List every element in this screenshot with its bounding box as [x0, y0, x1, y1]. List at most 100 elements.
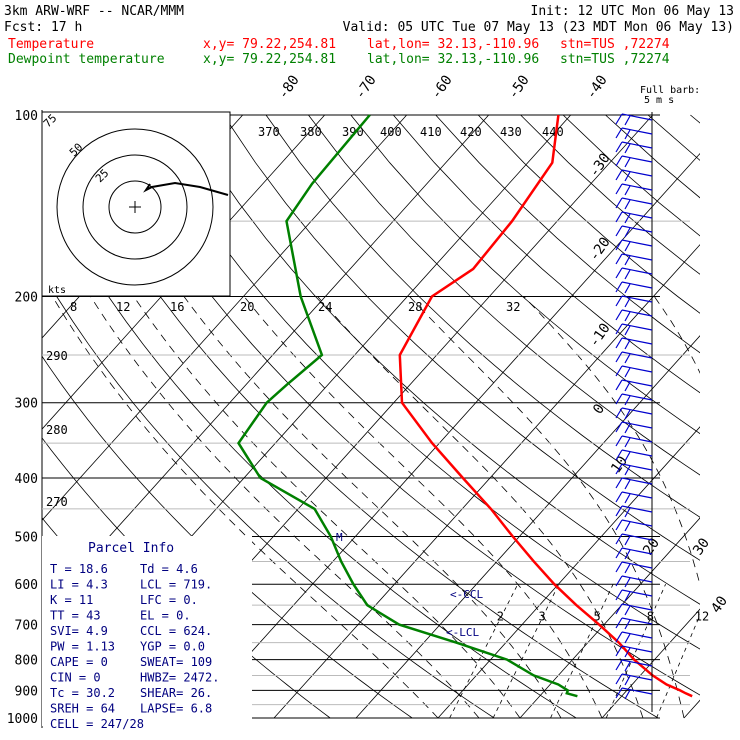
wind-barb-feather [624, 199, 631, 210]
parcel-left-value: Tc = 30.2 [50, 686, 115, 700]
wind-barb [621, 407, 653, 415]
wind-barb [621, 393, 653, 401]
pressure-label-800: 800 [15, 654, 38, 669]
parcel-right-value: Td = 4.6 [140, 562, 198, 576]
wind-barb [621, 365, 653, 373]
wind-barb [621, 547, 653, 555]
isotherm-label: -20 [586, 234, 614, 264]
wind-barb [621, 211, 653, 219]
isotherm [273, 114, 700, 719]
mixing-ratio-line [605, 584, 666, 719]
wind-barb-feather [615, 477, 623, 489]
isotherm [601, 114, 700, 719]
forecast-hour: Fcst: 17 h [4, 20, 82, 35]
pressure-label-300: 300 [15, 397, 38, 412]
theta-label-left: 290 [46, 349, 68, 363]
wind-barb [621, 659, 653, 667]
isotherm-label: -80 [275, 72, 303, 102]
wind-barb-feather [615, 393, 623, 405]
wind-barb-feather [615, 239, 623, 251]
dew-xy: x,y= 79.22,254.81 [203, 52, 336, 67]
wind-barb [621, 421, 653, 429]
wind-barb-feather [615, 211, 623, 223]
wind-barb [621, 561, 653, 569]
wind-barb [621, 533, 653, 541]
wind-barb-feather [615, 351, 623, 363]
wind-barb-feather [615, 155, 623, 167]
wind-barb-feather [624, 311, 631, 322]
wind-barb-feather [615, 141, 623, 153]
parcel-title: Parcel Info [88, 541, 174, 556]
wind-barb [621, 253, 653, 261]
speed-axis-label: 24 [318, 300, 332, 314]
moist-adiabat [243, 296, 603, 719]
mixing-ratio-label: 5 [593, 610, 600, 624]
mixing-ratio-line [550, 584, 614, 719]
wind-barb [621, 323, 653, 331]
isotherm-label: 30 [690, 535, 713, 558]
wind-barbs [615, 112, 653, 712]
wind-barb-feather [624, 409, 631, 420]
hodograph-frame [41, 111, 231, 297]
wind-barb-feather [624, 353, 631, 364]
wind-barb-feather [615, 687, 623, 699]
moist-adiabat [52, 296, 439, 719]
wind-barb [621, 505, 653, 513]
wind-barb-feather [615, 337, 623, 349]
wind-barb-feather [615, 365, 623, 377]
wind-barb-feather [615, 169, 623, 181]
speed-axis-label: 28 [408, 300, 422, 314]
wind-barb [621, 449, 653, 457]
wind-barb [621, 155, 653, 163]
wind-barb-feather [624, 451, 631, 462]
parcel-right-value: LCL = 719. [140, 578, 212, 592]
wind-barb-feather [624, 255, 631, 266]
isotherm [683, 114, 700, 719]
wind-barb [621, 463, 653, 471]
mixing-ratio-label: 12 [695, 610, 709, 624]
temp-latlon: lat,lon= 32.13,-110.96 [367, 37, 539, 52]
wind-barb-feather [615, 631, 623, 643]
hodograph-trace [143, 181, 229, 196]
wind-barb [621, 351, 653, 359]
dry-adiabat [520, 114, 700, 719]
isotherm-label: 40 [708, 593, 731, 616]
wind-barb-feather [615, 575, 623, 587]
wind-barb-feather [624, 605, 631, 616]
wind-barb-feather [624, 479, 631, 490]
wind-barb-feather [615, 561, 623, 573]
wind-barb [621, 337, 653, 345]
speed-axis-label: 16 [170, 300, 184, 314]
pressure-label-100: 100 [15, 109, 38, 124]
ccl-marker: <-CCL [450, 588, 483, 601]
wind-barb [621, 435, 653, 443]
parcel-left-value: PW = 1.13 [50, 640, 115, 654]
isotherm-label: -50 [505, 72, 533, 102]
temp-xy: x,y= 79.22,254.81 [203, 37, 336, 52]
wind-barb-feather [615, 673, 623, 685]
parcel-right-value: SWEAT= 109 [140, 655, 212, 669]
wind-barb-feather [615, 421, 623, 433]
speed-axis-label: 12 [116, 300, 130, 314]
wind-barb-feather [615, 183, 623, 195]
model-title: 3km ARW-WRF -- NCAR/MMM [4, 4, 184, 19]
wind-barb-feather [624, 143, 631, 154]
wind-barb-feather [624, 325, 631, 336]
wind-barb [621, 575, 653, 583]
wind-barb [621, 673, 653, 681]
moist-adiabat [317, 296, 644, 719]
isotherm [355, 114, 700, 719]
wind-barb-feather [615, 113, 623, 125]
isotherm-label: -40 [583, 72, 611, 102]
wind-barb [621, 645, 653, 653]
dew-latlon: lat,lon= 32.13,-110.96 [367, 52, 539, 67]
hodograph-ring [108, 180, 162, 234]
theta-label-top: 400 [380, 125, 402, 139]
parcel-left-value: K = 11 [50, 593, 93, 607]
wind-barb-feather [624, 675, 631, 686]
temp-stn: stn=TUS ,72274 [560, 37, 670, 52]
wind-barb-feather [624, 577, 631, 588]
wind-barb-feather [615, 589, 623, 601]
sounding-series [237, 114, 693, 698]
parcel-left-value: CIN = 0 [50, 671, 101, 685]
